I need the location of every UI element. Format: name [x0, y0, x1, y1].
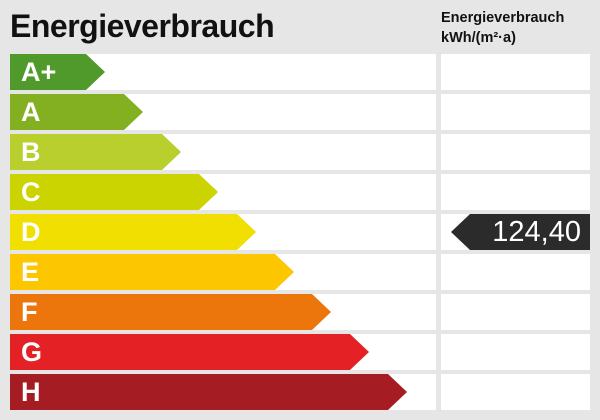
energy-class-row: C	[10, 174, 436, 210]
energy-class-row: B	[10, 134, 436, 170]
energy-class-label: G	[21, 337, 43, 367]
energy-class-row: A	[10, 94, 436, 130]
value-cell	[441, 94, 590, 130]
energy-class-label: B	[21, 137, 41, 167]
energy-class-bar: C	[10, 174, 218, 210]
energy-class-bar: F	[10, 294, 331, 330]
energy-class-row: H	[10, 374, 436, 410]
energy-class-label: H	[21, 377, 41, 407]
value-cell	[441, 134, 590, 170]
value-cell	[441, 374, 590, 410]
energy-class-bar: A+	[10, 54, 105, 90]
energy-class-row: E	[10, 254, 436, 290]
value-cell	[441, 174, 590, 210]
energy-class-bar: A	[10, 94, 143, 130]
energy-class-label: A	[21, 97, 41, 127]
page-title: Energieverbrauch	[10, 8, 275, 44]
unit-label-line1: Energieverbrauch	[441, 10, 565, 26]
unit-label: Energieverbrauch kWh/(m²·a)	[441, 8, 564, 48]
energy-class-label: A+	[21, 57, 57, 87]
energy-class-label: F	[21, 297, 38, 327]
value-cell	[441, 54, 590, 90]
value-cell	[441, 254, 590, 290]
unit-label-line2: kWh/(m²·a)	[441, 30, 516, 46]
energy-class-bar: D	[10, 214, 256, 250]
energy-class-row: G	[10, 334, 436, 370]
energy-class-row: F	[10, 294, 436, 330]
value-marker: 124,40	[451, 214, 590, 250]
value-cell	[441, 334, 590, 370]
energy-class-row: D	[10, 214, 436, 250]
value-cell	[441, 294, 590, 330]
energy-class-bar: E	[10, 254, 294, 290]
energy-class-label: D	[21, 217, 41, 247]
energy-class-label: C	[21, 177, 41, 207]
energy-class-row: A+	[10, 54, 436, 90]
energy-class-bar: G	[10, 334, 369, 370]
energy-class-bar: H	[10, 374, 407, 410]
energy-class-label: E	[21, 257, 40, 287]
energy-class-bar: B	[10, 134, 181, 170]
